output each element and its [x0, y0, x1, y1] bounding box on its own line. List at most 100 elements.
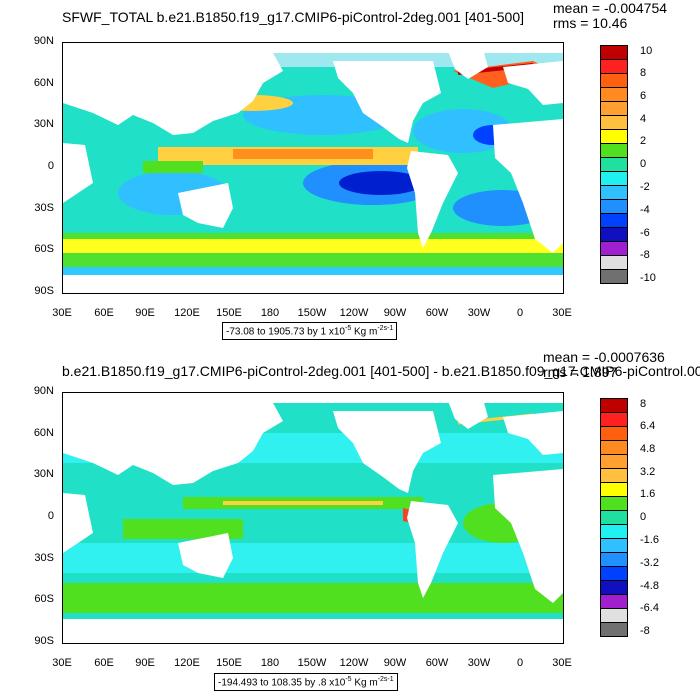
- top-xlabel-60e: 60E: [94, 307, 114, 319]
- top-colorbar-swatch: [600, 241, 628, 256]
- bottom-colorbar-swatch: [600, 412, 628, 427]
- bottom-colorbar-swatch: [600, 580, 628, 595]
- top-colorbar-swatch: [600, 115, 628, 130]
- top-colorbar-swatch: [600, 185, 628, 200]
- bottom-colorbar-swatch: [600, 538, 628, 553]
- bottom-colorbar-swatch: [600, 608, 628, 623]
- bottom-range-label: -194.493 to 108.35 by .8 x10-5 Kg m-2s-1: [214, 673, 398, 692]
- bottom-map-title: b.e21.B1850.f19_g17.CMIP6-piControl-2deg…: [62, 363, 700, 379]
- top-xlabel-0: 0: [516, 307, 524, 319]
- bottom-ylabel-30s: 30S: [34, 552, 54, 564]
- bottom-xlabel-180: 180: [260, 657, 280, 669]
- top-colorbar-swatch: [600, 269, 628, 284]
- top-xlabel-150w: 150W: [297, 307, 327, 319]
- top-colorbar-swatch: [600, 157, 628, 172]
- top-ylabel-60s: 60S: [34, 243, 54, 255]
- bottom-mean-stat: mean = -0.0007636: [543, 349, 665, 365]
- bottom-ylabel-60s: 60S: [34, 593, 54, 605]
- bottom-colorbar-swatch: [600, 510, 628, 525]
- top-rms-stat: rms = 10.46: [553, 15, 628, 31]
- bottom-map-panel: b.e21.B1850.f19_g17.CMIP6-piControl-2deg…: [0, 350, 700, 700]
- top-colorbar-label: 4: [640, 113, 647, 125]
- top-colorbar-swatch: [600, 255, 628, 270]
- top-xlabel-180: 180: [260, 307, 280, 319]
- bottom-xlabel-30e-end: 30E: [552, 657, 572, 669]
- bottom-ylabel-90n: 90N: [33, 385, 54, 397]
- bottom-colorbar-label: -1.6: [640, 534, 659, 546]
- top-mean-stat: mean = -0.004754: [553, 0, 668, 16]
- bottom-xlabel-0: 0: [516, 657, 524, 669]
- top-xlabel-120e: 120E: [174, 307, 200, 319]
- top-map-panel: SFWF_TOTAL b.e21.B1850.f19_g17.CMIP6-piC…: [33, 0, 668, 341]
- top-colorbar-label: -10: [640, 272, 656, 284]
- bottom-ylabel-90s: 90S: [34, 635, 54, 647]
- top-xlabel-120w: 120W: [339, 307, 369, 319]
- bottom-xlabel-90w: 90W: [383, 657, 407, 669]
- top-colorbar-swatch: [600, 199, 628, 214]
- bottom-colorbar-swatch: [600, 594, 628, 609]
- top-colorbar-swatch: [600, 143, 628, 158]
- bottom-colorbar-swatch: [600, 426, 628, 441]
- top-ylabel-30s: 30S: [34, 202, 54, 214]
- top-colorbar-label: -8: [640, 249, 650, 261]
- bottom-colorbar-swatch: [600, 622, 628, 637]
- top-colorbar-swatch: [600, 59, 628, 74]
- bottom-colorbar-label: -4.8: [640, 580, 659, 592]
- bottom-colorbar-swatch: [600, 482, 628, 497]
- bottom-colorbar-label: -3.2: [640, 557, 659, 569]
- top-colorbar-label: 10: [640, 45, 653, 57]
- top-colorbar-swatch: [600, 171, 628, 186]
- bottom-xlabel-90e: 90E: [135, 657, 155, 669]
- top-xlabel-30e-end: 30E: [552, 307, 572, 319]
- top-ylabel-90s: 90S: [34, 285, 54, 297]
- bottom-colorbar-swatch: [600, 398, 628, 413]
- bottom-xlabel-30w: 30W: [467, 657, 491, 669]
- top-ylabel-30n: 30N: [33, 118, 54, 130]
- top-colorbar-swatch: [600, 73, 628, 88]
- top-range-label: -73.08 to 1905.73 by 1 x10-5 Kg m-2s-1: [222, 322, 398, 341]
- bottom-ylabel-60n: 60N: [33, 427, 54, 439]
- top-map-plot: [62, 42, 564, 294]
- bottom-colorbar-label: 1.6: [640, 488, 656, 500]
- top-xlabel-30e: 30E: [52, 307, 72, 319]
- top-ylabel-90n: 90N: [33, 35, 54, 47]
- top-xlabel-60w: 60W: [425, 307, 449, 319]
- bottom-colorbar-swatch: [600, 552, 628, 567]
- bottom-ylabel-0: 0: [47, 510, 54, 522]
- top-ylabel-0: 0: [47, 160, 54, 172]
- bottom-colorbar-swatch: [600, 496, 628, 511]
- bottom-colorbar-swatch: [600, 524, 628, 539]
- top-colorbar-label: 0: [640, 158, 647, 170]
- bottom-colorbar-swatch: [600, 468, 628, 483]
- bottom-colorbar-swatch: [600, 566, 628, 581]
- top-colorbar-label: -6: [640, 227, 650, 239]
- bottom-map-plot: [62, 392, 564, 644]
- bottom-xlabel-120w: 120W: [339, 657, 369, 669]
- top-ylabel-60n: 60N: [33, 77, 54, 89]
- bottom-rms-stat: rms = 1.897: [543, 364, 618, 380]
- top-xlabel-150e: 150E: [216, 307, 242, 319]
- bottom-ylabel-30n: 30N: [33, 468, 54, 480]
- top-colorbar-label: 6: [640, 90, 647, 102]
- bottom-xlabel-60w: 60W: [425, 657, 449, 669]
- bottom-colorbar-swatch: [600, 440, 628, 455]
- top-colorbar-swatch: [600, 213, 628, 228]
- bottom-colorbar-label: -8: [640, 625, 650, 637]
- bottom-xlabel-120e: 120E: [174, 657, 200, 669]
- bottom-colorbar-label: 3.2: [640, 466, 656, 478]
- bottom-colorbar-label: 0: [640, 511, 647, 523]
- bottom-colorbar-label: -6.4: [640, 602, 659, 614]
- top-map-field: [63, 43, 563, 293]
- bottom-xlabel-150e: 150E: [216, 657, 242, 669]
- top-map-title: SFWF_TOTAL b.e21.B1850.f19_g17.CMIP6-piC…: [62, 9, 525, 25]
- bottom-colorbar-label: 6.4: [640, 420, 656, 432]
- bottom-xlabel-60e: 60E: [94, 657, 114, 669]
- top-colorbar-swatch: [600, 227, 628, 242]
- top-colorbar-label: 2: [640, 135, 647, 147]
- top-colorbar-swatch: [600, 87, 628, 102]
- top-colorbar-label: 8: [640, 67, 647, 79]
- bottom-xlabel-30e: 30E: [52, 657, 72, 669]
- top-colorbar-swatch: [600, 129, 628, 144]
- top-colorbar-swatch: [600, 101, 628, 116]
- bottom-colorbar-label: 4.8: [640, 443, 656, 455]
